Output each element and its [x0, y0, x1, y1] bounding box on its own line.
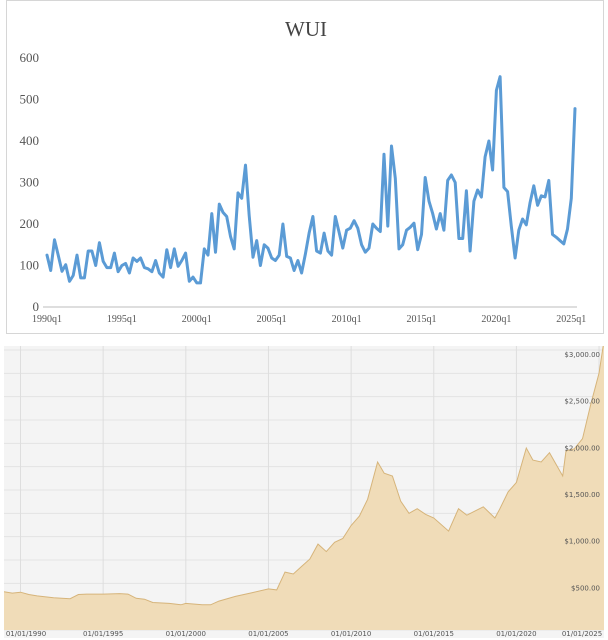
wui-chart-title: WUI: [285, 17, 327, 41]
wui-series-line: [45, 75, 577, 285]
wui-y-tick-label: 100: [20, 258, 40, 273]
wui-x-tick-label: 2020q1: [481, 314, 511, 325]
wui-y-tick-label: 200: [20, 216, 40, 231]
gold-y-tick-label: $1,000.00: [564, 538, 600, 546]
gold-y-tick-label: $3,000.00: [564, 351, 600, 359]
wui-x-tick-label: 2000q1: [182, 314, 212, 325]
wui-chart-panel: WUI 0 100 200 300 400 500 600 1990q1 1995q1 2000…: [6, 0, 604, 334]
wui-x-tick-label: 1990q1: [32, 314, 62, 325]
wui-y-tick-label: 0: [33, 299, 40, 314]
gold-x-tick-label: 01/01/1990: [6, 630, 46, 638]
gold-y-tick-label: $2,500.00: [564, 398, 600, 406]
gold-x-tick-labels: 01/01/1990 01/01/1995 01/01/2000 01/01/2005…: [6, 630, 602, 638]
wui-x-tick-label: 2010q1: [332, 314, 362, 325]
wui-x-tick-labels: 1990q1 1995q1 2000q1 2005q1 2010q1 2015q1 2020…: [32, 314, 586, 325]
gold-x-tick-label: 01/01/2010: [331, 630, 371, 638]
wui-y-tick-label: 300: [20, 175, 40, 190]
wui-x-tick-label: 2015q1: [406, 314, 436, 325]
gold-y-tick-label: $1,500.00: [564, 491, 600, 499]
gold-price-area: [4, 346, 604, 630]
wui-x-tick-label: 2025q1: [556, 314, 586, 325]
gold-price-line: [4, 346, 604, 606]
gold-x-tick-label: 01/01/1995: [83, 630, 123, 638]
wui-y-tick-label: 600: [20, 50, 40, 65]
gold-y-tick-label: $500.00: [571, 584, 600, 592]
wui-x-tick-label: 1995q1: [107, 314, 137, 325]
wui-chart: WUI 0 100 200 300 400 500 600 1990q1 1995q1 2000…: [20, 17, 587, 325]
gold-x-tick-label: 01/01/2025: [562, 630, 602, 638]
gold-x-tick-label: 01/01/2005: [248, 630, 288, 638]
gold-x-tick-label: 01/01/2015: [414, 630, 454, 638]
wui-y-tick-labels: 0 100 200 300 400 500 600: [20, 50, 40, 314]
gold-chart-panel: $500.00 $1,000.00 $1,500.00 $2,000.00 $2,500…: [4, 346, 604, 638]
gold-x-tick-label: 01/01/2020: [496, 630, 536, 638]
wui-y-tick-label: 500: [20, 92, 40, 107]
wui-x-tick-label: 2005q1: [257, 314, 287, 325]
gold-price-chart: $500.00 $1,000.00 $1,500.00 $2,000.00 $2,500…: [4, 346, 604, 638]
gold-x-tick-label: 01/01/2000: [166, 630, 206, 638]
gold-y-tick-label: $2,000.00: [564, 444, 600, 452]
wui-y-tick-label: 400: [20, 133, 40, 148]
gold-y-tick-labels: $500.00 $1,000.00 $1,500.00 $2,000.00 $2,500…: [564, 351, 600, 592]
